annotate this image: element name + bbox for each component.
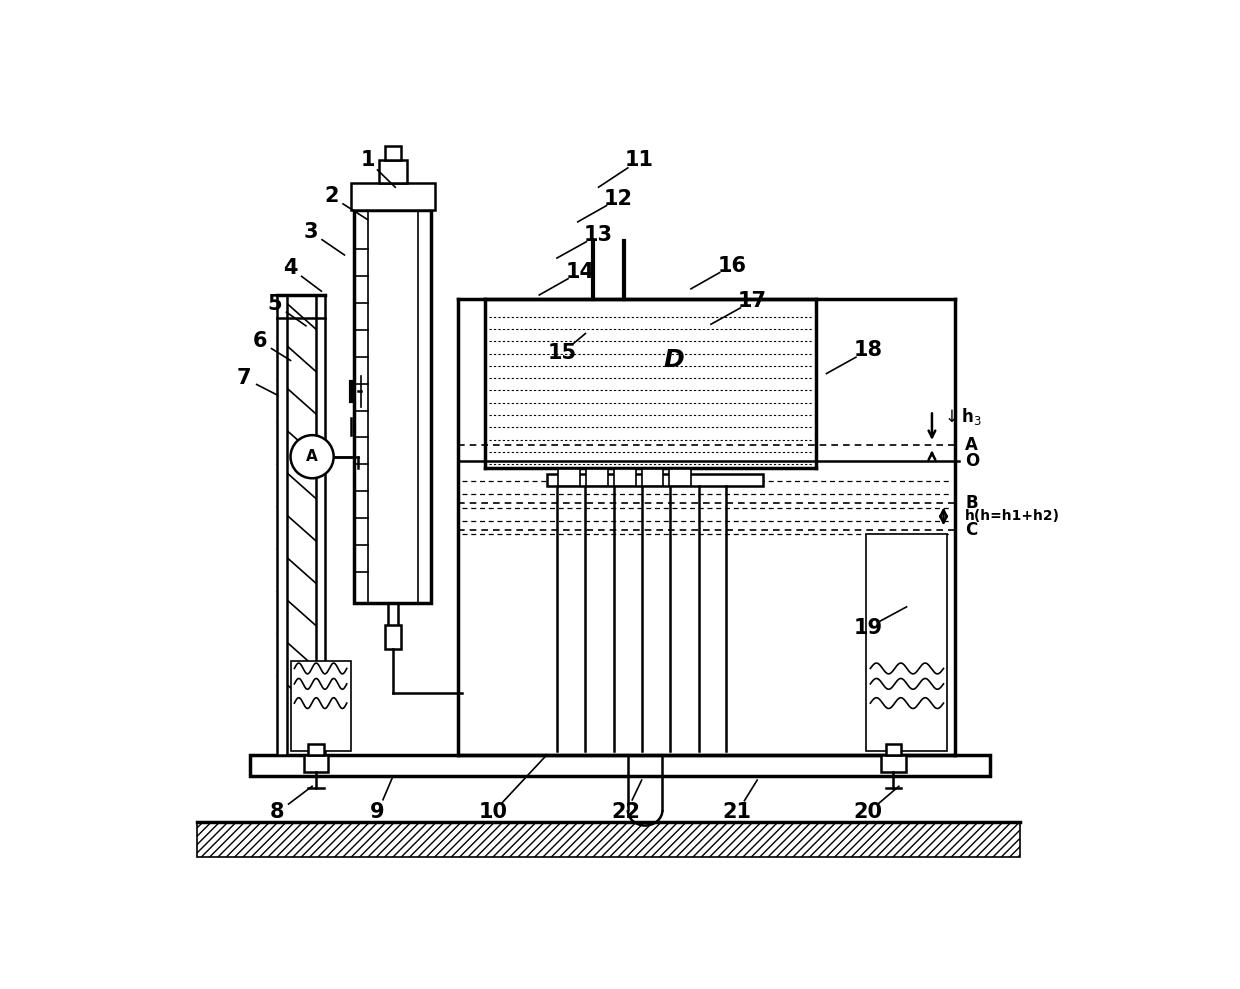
Bar xyxy=(386,625,401,649)
Text: 18: 18 xyxy=(853,340,883,360)
Text: C: C xyxy=(965,521,977,539)
Bar xyxy=(316,295,325,755)
Circle shape xyxy=(290,435,334,479)
Text: 9: 9 xyxy=(371,802,384,823)
Text: 7: 7 xyxy=(237,368,252,388)
Text: 11: 11 xyxy=(625,150,653,170)
Text: $\downarrow$h$_3$: $\downarrow$h$_3$ xyxy=(941,406,982,427)
Bar xyxy=(250,755,990,776)
Text: 6: 6 xyxy=(253,331,267,351)
Text: A: A xyxy=(306,449,317,464)
Text: 15: 15 xyxy=(548,343,577,363)
Text: 5: 5 xyxy=(268,295,283,315)
Bar xyxy=(197,823,1021,857)
Bar xyxy=(882,756,905,772)
Bar xyxy=(379,160,407,183)
Text: 3: 3 xyxy=(304,222,317,242)
Text: 13: 13 xyxy=(584,225,613,245)
Text: 8: 8 xyxy=(270,802,285,823)
Bar xyxy=(547,475,763,486)
Text: A: A xyxy=(965,436,978,454)
Bar xyxy=(867,534,947,751)
Text: h(h=h1+h2): h(h=h1+h2) xyxy=(965,509,1060,523)
Text: 21: 21 xyxy=(723,802,751,823)
Bar xyxy=(885,744,901,756)
Text: 4: 4 xyxy=(283,258,298,278)
Text: 19: 19 xyxy=(853,618,883,638)
Text: 2: 2 xyxy=(324,187,339,207)
Bar xyxy=(278,295,286,755)
Text: 17: 17 xyxy=(738,291,768,312)
Text: 20: 20 xyxy=(853,802,883,823)
Bar xyxy=(641,469,663,486)
Bar xyxy=(309,744,324,756)
Text: 22: 22 xyxy=(611,802,641,823)
Text: D: D xyxy=(663,348,684,373)
Bar xyxy=(587,469,608,486)
Bar xyxy=(670,469,691,486)
Text: 12: 12 xyxy=(604,189,634,209)
Bar xyxy=(290,661,351,751)
Bar xyxy=(558,469,580,486)
Bar xyxy=(614,469,635,486)
Bar xyxy=(355,211,432,603)
Text: O: O xyxy=(965,452,980,470)
Text: 16: 16 xyxy=(717,256,746,276)
Text: 1: 1 xyxy=(361,150,374,170)
Bar xyxy=(304,756,329,772)
Text: 14: 14 xyxy=(565,262,594,282)
Bar xyxy=(351,183,435,211)
Text: B: B xyxy=(965,494,977,512)
Text: 10: 10 xyxy=(479,802,507,823)
Bar xyxy=(386,146,401,160)
